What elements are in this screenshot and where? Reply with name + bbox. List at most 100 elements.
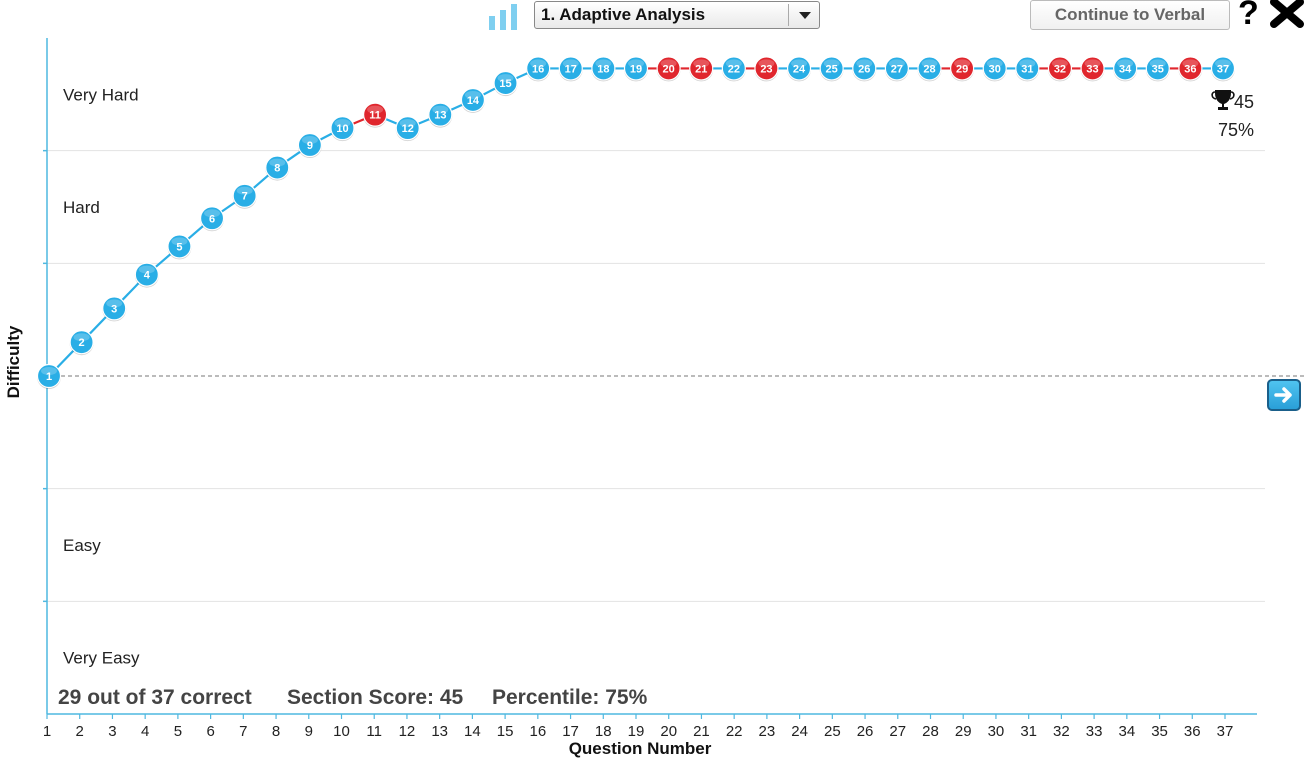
x-tick-label: 35 (1151, 723, 1168, 740)
x-tick-label: 29 (955, 723, 972, 740)
x-tick-label: 25 (824, 723, 841, 740)
question-node-label: 36 (1184, 63, 1196, 75)
percentile-summary: Percentile: 75% (492, 686, 648, 709)
question-node-4[interactable]: 4 (134, 262, 159, 288)
question-node-27[interactable]: 27 (884, 56, 909, 82)
question-node-24[interactable]: 24 (786, 56, 812, 82)
question-node-13[interactable]: 13 (428, 102, 453, 128)
question-node-15[interactable]: 15 (493, 70, 518, 97)
final-percentile: 75% (1218, 120, 1254, 140)
question-node-36[interactable]: 36 (1178, 56, 1203, 82)
x-tick-label: 8 (272, 723, 280, 740)
chevron-down-icon (799, 12, 811, 19)
question-node-23[interactable]: 23 (754, 56, 779, 82)
x-tick-label: 9 (305, 723, 313, 740)
question-node-label: 4 (144, 270, 151, 282)
question-node-12[interactable]: 12 (395, 116, 420, 142)
x-tick-label: 24 (791, 723, 808, 740)
continue-to-verbal-button[interactable]: Continue to Verbal (1030, 0, 1230, 30)
question-node-28[interactable]: 28 (917, 56, 942, 82)
close-icon[interactable] (1270, 0, 1304, 28)
x-tick-label: 14 (464, 723, 481, 740)
question-node-label: 32 (1054, 63, 1066, 75)
question-node-label: 26 (858, 63, 870, 75)
bar-chart-icon[interactable] (488, 4, 518, 30)
question-node-35[interactable]: 35 (1145, 56, 1170, 82)
question-node-37[interactable]: 37 (1210, 56, 1236, 82)
question-node-32[interactable]: 32 (1047, 56, 1073, 82)
x-tick-label: 17 (562, 723, 579, 740)
question-node-label: 5 (176, 241, 182, 253)
x-tick-label: 3 (108, 723, 116, 740)
question-node-label: 3 (111, 303, 117, 315)
question-node-33[interactable]: 33 (1080, 56, 1105, 82)
help-icon[interactable]: ? (1238, 0, 1259, 32)
question-node-29[interactable]: 29 (950, 56, 975, 82)
question-node-label: 16 (532, 63, 544, 75)
question-node-26[interactable]: 26 (852, 56, 877, 82)
question-node-9[interactable]: 9 (297, 132, 322, 159)
question-node-label: 9 (307, 140, 313, 152)
x-tick-label: 20 (660, 723, 677, 740)
question-node-label: 35 (1152, 63, 1164, 75)
dropdown-divider (788, 4, 789, 26)
question-node-1[interactable]: 1 (36, 363, 62, 390)
question-node-2[interactable]: 2 (69, 330, 94, 356)
question-node-21[interactable]: 21 (689, 56, 714, 82)
y-axis-label: Difficulty (4, 325, 23, 398)
question-node-16[interactable]: 16 (526, 56, 551, 82)
x-tick-label: 26 (857, 723, 874, 740)
question-node-label: 8 (274, 163, 280, 175)
x-tick-label: 12 (399, 723, 416, 740)
x-tick-label: 32 (1053, 723, 1070, 740)
trophy-icon (1211, 90, 1235, 110)
question-node-30[interactable]: 30 (982, 56, 1007, 82)
x-tick-label: 19 (628, 723, 645, 740)
question-node-label: 33 (1086, 63, 1098, 75)
x-tick-label: 16 (529, 723, 546, 740)
question-node-label: 11 (369, 110, 381, 122)
correct-count-summary: 29 out of 37 correct (58, 686, 252, 709)
question-node-label: 24 (793, 63, 806, 75)
question-node-31[interactable]: 31 (1015, 56, 1040, 82)
question-node-10[interactable]: 10 (330, 116, 355, 142)
question-node-6[interactable]: 6 (199, 206, 225, 232)
x-tick-label: 13 (431, 723, 448, 740)
question-node-17[interactable]: 17 (558, 56, 583, 82)
question-node-5[interactable]: 5 (167, 234, 192, 260)
question-node-20[interactable]: 20 (656, 56, 681, 82)
question-node-19[interactable]: 19 (623, 56, 649, 82)
band-label: Very Hard (63, 85, 139, 104)
x-tick-label: 6 (206, 723, 214, 740)
question-node-25[interactable]: 25 (819, 56, 844, 82)
section-select[interactable]: 1. Adaptive Analysis (534, 1, 820, 29)
x-tick-label: 5 (174, 723, 182, 740)
question-node-8[interactable]: 8 (265, 155, 290, 181)
question-node-label: 22 (728, 63, 740, 75)
question-node-label: 15 (499, 78, 511, 90)
question-node-18[interactable]: 18 (591, 56, 616, 82)
question-node-3[interactable]: 3 (102, 296, 127, 322)
question-node-label: 34 (1119, 63, 1132, 75)
question-node-label: 17 (565, 63, 577, 75)
question-node-11[interactable]: 11 (363, 102, 388, 128)
question-node-label: 6 (209, 213, 215, 225)
x-tick-label: 30 (988, 723, 1005, 740)
section-score-summary: Section Score: 45 (287, 686, 464, 709)
question-node-label: 31 (1021, 63, 1033, 75)
x-tick-label: 1 (43, 723, 51, 740)
band-label: Hard (63, 198, 100, 217)
next-arrow-button[interactable] (1267, 379, 1301, 411)
question-node-label: 10 (336, 123, 348, 135)
question-node-22[interactable]: 22 (721, 56, 746, 82)
question-node-label: 29 (956, 63, 968, 75)
x-tick-label: 36 (1184, 723, 1201, 740)
question-node-14[interactable]: 14 (460, 87, 486, 113)
question-node-label: 13 (434, 110, 446, 122)
x-tick-label: 27 (889, 723, 906, 740)
x-tick-label: 18 (595, 723, 612, 740)
question-node-34[interactable]: 34 (1113, 56, 1138, 82)
question-node-label: 2 (79, 337, 85, 349)
x-tick-label: 4 (141, 723, 149, 740)
question-node-7[interactable]: 7 (232, 183, 257, 209)
